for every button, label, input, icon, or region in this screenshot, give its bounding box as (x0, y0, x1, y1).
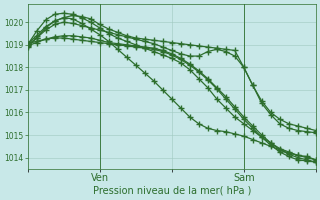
X-axis label: Pression niveau de la mer( hPa ): Pression niveau de la mer( hPa ) (92, 186, 251, 196)
